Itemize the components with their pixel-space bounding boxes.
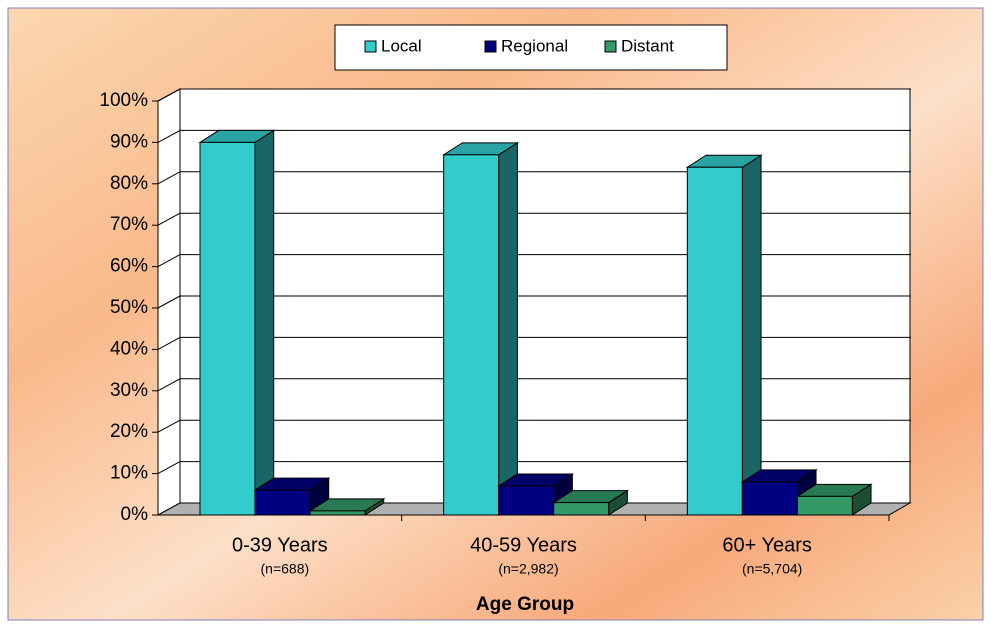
legend-swatch xyxy=(484,40,497,53)
legend-swatch xyxy=(364,40,377,53)
y-tick-label: 20% xyxy=(110,421,148,442)
bar xyxy=(199,141,256,516)
x-tick-note: (n=5,704) xyxy=(742,561,802,577)
grid-line-side xyxy=(157,295,181,309)
y-tick-label: 40% xyxy=(110,338,148,359)
x-tick-label: 40-59 Years xyxy=(470,534,577,556)
bar xyxy=(498,485,555,516)
grid-line-side xyxy=(157,171,181,185)
grid-line-side xyxy=(157,88,181,102)
x-tick-label: 0-39 Years xyxy=(232,534,328,556)
bar xyxy=(553,502,610,516)
legend-label: Distant xyxy=(621,36,674,55)
y-tick-label: 90% xyxy=(110,131,148,152)
bar-side xyxy=(741,154,762,516)
x-tick-note: (n=2,982) xyxy=(498,561,558,577)
grid-line-side xyxy=(157,254,181,268)
bar-side xyxy=(498,141,518,516)
grid-line-side xyxy=(157,461,181,475)
y-tick-label: 50% xyxy=(110,297,148,318)
y-tick-label: 10% xyxy=(110,463,148,484)
bar xyxy=(443,154,500,516)
grid-line-side xyxy=(157,419,181,433)
y-tick-label: 0% xyxy=(121,504,149,525)
bar xyxy=(796,495,853,516)
legend-swatch xyxy=(604,40,617,53)
bar xyxy=(254,489,311,516)
x-axis-title: Age Group xyxy=(476,594,574,615)
x-tick-label: 60+ Years xyxy=(722,534,812,556)
grid-line-side xyxy=(157,336,181,350)
y-tick-label: 30% xyxy=(110,380,148,401)
y-tick-label: 60% xyxy=(110,256,148,277)
bar xyxy=(741,481,798,516)
y-tick-label: 80% xyxy=(110,173,148,194)
legend-label: Local xyxy=(381,36,422,55)
bar-side xyxy=(254,129,275,516)
grid-line-side xyxy=(157,129,181,143)
grid-line-side xyxy=(157,212,181,226)
bar xyxy=(309,510,366,516)
grid-line-side xyxy=(157,378,181,392)
bar xyxy=(686,166,743,516)
legend-label: Regional xyxy=(501,36,568,55)
legend xyxy=(334,24,728,71)
x-tick-note: (n=688) xyxy=(261,561,310,577)
y-tick-label: 100% xyxy=(99,90,148,111)
y-tick-label: 70% xyxy=(110,214,148,235)
